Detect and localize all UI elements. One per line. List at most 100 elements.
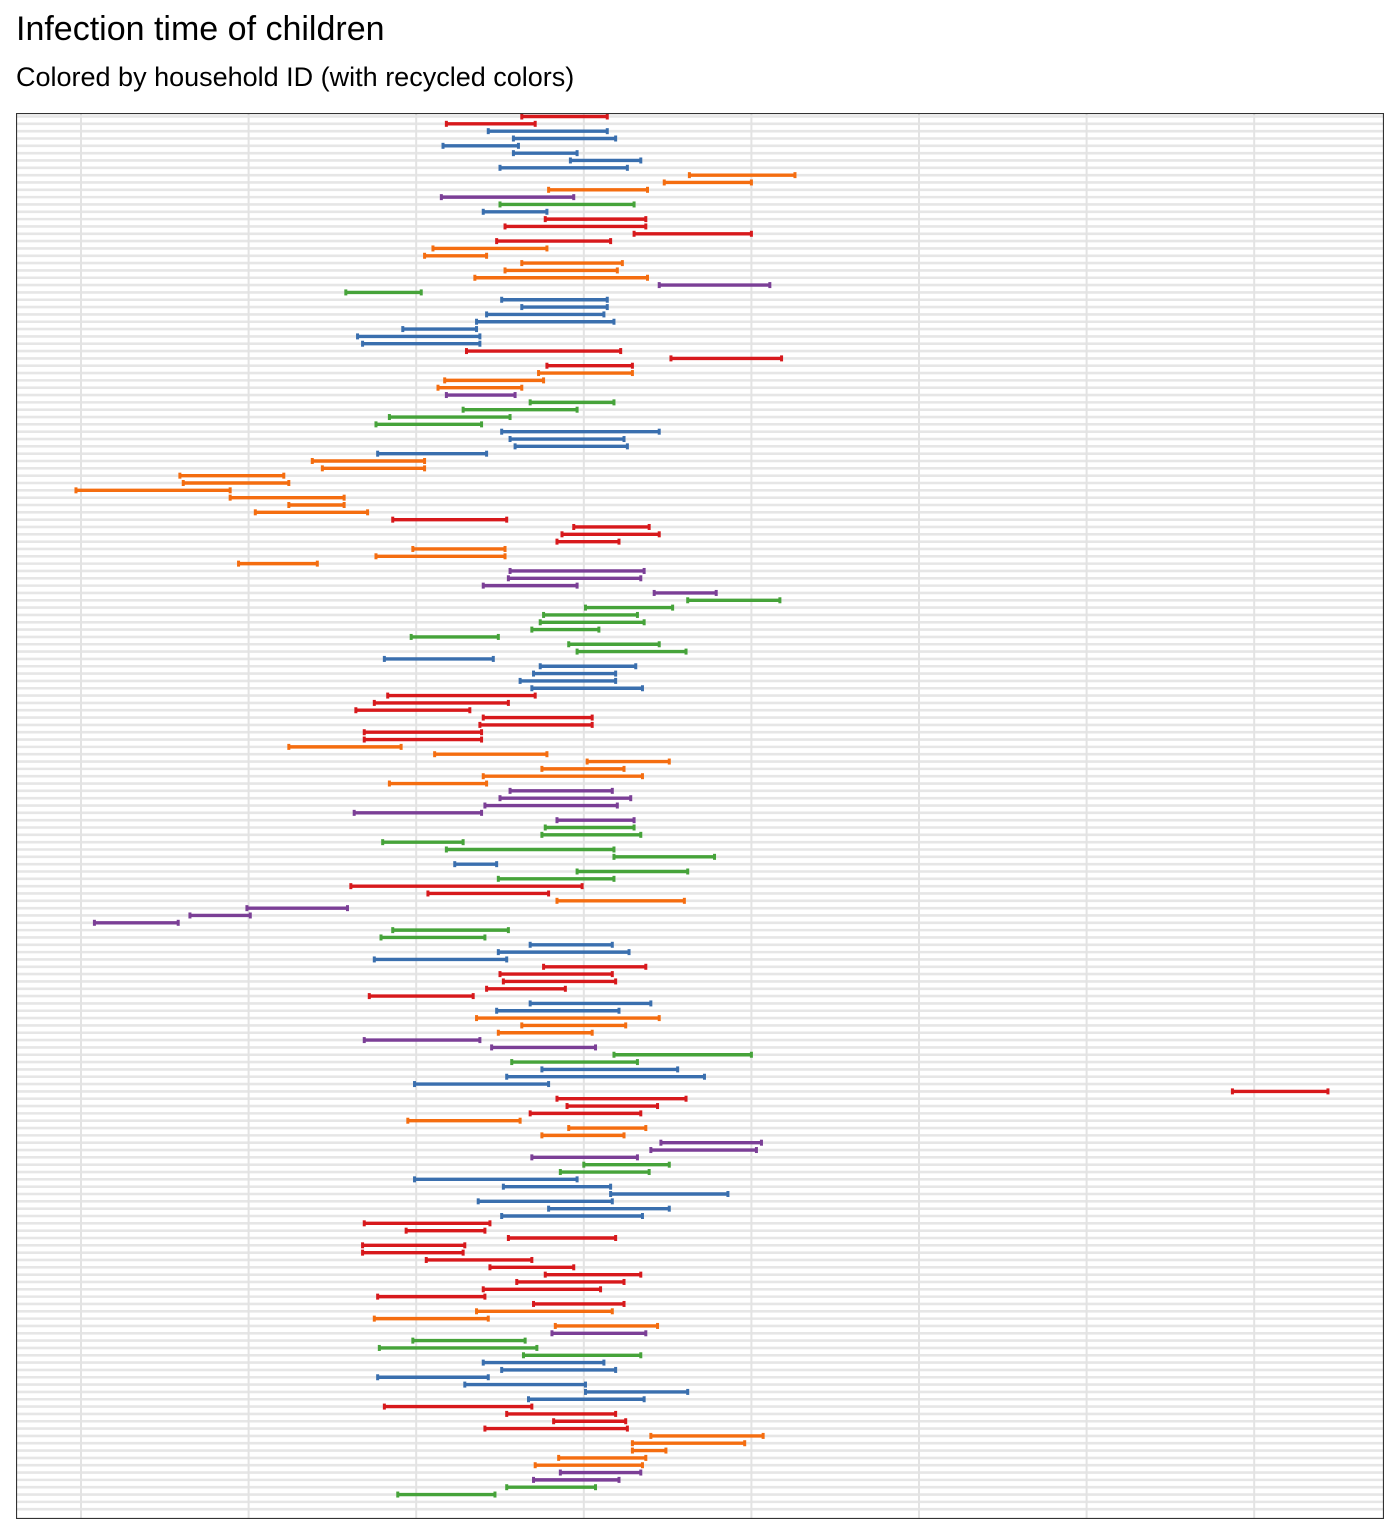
infection-segment <box>543 824 636 831</box>
infection-segment <box>1230 1088 1330 1095</box>
infection-segment <box>565 1103 660 1110</box>
infection-segment <box>376 450 489 457</box>
infection-segment <box>391 927 510 934</box>
infection-segment <box>433 751 549 758</box>
infection-segment <box>424 1256 534 1263</box>
infection-segment <box>567 641 661 648</box>
infection-segment <box>475 1308 614 1315</box>
infection-segment <box>537 370 634 377</box>
infection-segment <box>481 1286 603 1293</box>
infection-segment <box>496 949 631 956</box>
infection-segment <box>630 1440 747 1447</box>
infection-segment <box>532 1476 621 1483</box>
infection-segment <box>436 384 524 391</box>
infection-segment <box>496 875 616 882</box>
infection-segment <box>481 1359 606 1366</box>
infection-segment <box>547 1205 671 1212</box>
infection-segment <box>372 699 510 706</box>
infection-segment <box>528 941 614 948</box>
infection-segment <box>583 604 675 611</box>
infection-segment <box>74 487 232 494</box>
infection-segment <box>503 267 619 274</box>
infection-segment <box>540 831 643 838</box>
infection-segment <box>464 348 623 355</box>
infection-segment <box>361 340 482 347</box>
infection-segment <box>545 362 634 369</box>
infection-segment <box>443 377 546 384</box>
infection-segment <box>649 1432 765 1439</box>
infection-segment <box>362 1037 482 1044</box>
infection-segment <box>500 1213 644 1219</box>
infection-segment <box>374 553 507 560</box>
infection-segment <box>481 773 644 780</box>
infection-segment <box>352 809 484 816</box>
infection-segment <box>188 912 252 919</box>
infection-segment <box>520 113 609 120</box>
infection-segment <box>376 1293 487 1300</box>
infection-segment <box>511 135 618 142</box>
infection-segment <box>500 428 661 435</box>
infection-segment <box>543 216 648 223</box>
infection-segment <box>542 611 639 618</box>
infection-segment <box>612 1051 753 1058</box>
infection-segment <box>387 414 512 421</box>
infection-segment <box>409 633 500 640</box>
infection-segment <box>362 1220 492 1227</box>
infection-segment <box>526 1396 646 1403</box>
infection-segment <box>505 1073 706 1080</box>
infection-segment <box>413 1176 579 1183</box>
infection-segment <box>506 575 643 582</box>
infection-segment <box>444 120 537 127</box>
infection-segment <box>362 729 484 736</box>
infection-segment <box>406 1117 522 1124</box>
infection-segment <box>513 443 629 450</box>
infection-segment <box>567 1125 648 1132</box>
infection-segment <box>530 1154 639 1161</box>
infection-segment <box>379 934 487 941</box>
infection-segment <box>320 465 427 472</box>
infection-segment <box>518 677 618 684</box>
infection-segment <box>498 971 614 978</box>
infection-segment <box>585 758 671 765</box>
infection-segment <box>490 1044 598 1051</box>
infection-segment <box>649 1147 758 1154</box>
infection-segment <box>506 1234 618 1241</box>
infection-segment <box>476 1198 614 1205</box>
infection-segment <box>310 458 427 465</box>
infection-segment <box>669 355 784 362</box>
infection-segment <box>354 707 472 714</box>
infection-segment <box>630 1447 668 1454</box>
infection-segment <box>253 509 370 516</box>
infection-segment <box>481 208 549 215</box>
infection-segment <box>530 685 644 692</box>
infection-segment <box>441 142 520 149</box>
infection-segment <box>547 186 649 193</box>
infection-segment <box>413 1081 551 1088</box>
infection-segment <box>228 494 346 501</box>
infection-segment <box>376 1374 490 1381</box>
infection-segment <box>542 963 648 970</box>
infection-segment <box>411 545 507 552</box>
infection-segment <box>503 223 648 230</box>
infection-segment <box>411 1337 527 1344</box>
infection-segment <box>386 692 537 699</box>
infection-segment <box>572 523 651 530</box>
plot-border <box>16 113 1384 1519</box>
infection-segment <box>287 501 346 508</box>
infection-segment <box>558 1469 643 1476</box>
infection-segment <box>461 406 579 413</box>
infection-segment <box>501 1183 613 1190</box>
infection-segment <box>538 619 646 626</box>
infection-segment <box>382 655 495 662</box>
infection-segment <box>612 853 717 860</box>
infection-segment <box>496 1029 594 1036</box>
infection-segment <box>367 993 475 1000</box>
infection-segment <box>372 956 509 963</box>
infection-segment <box>396 1491 497 1498</box>
infection-segment <box>555 817 636 824</box>
infection-segment <box>401 326 479 333</box>
infection-segment <box>510 1059 639 1066</box>
infection-segment <box>550 1330 648 1337</box>
infection-segment <box>485 985 567 992</box>
infection-segment <box>381 839 465 846</box>
